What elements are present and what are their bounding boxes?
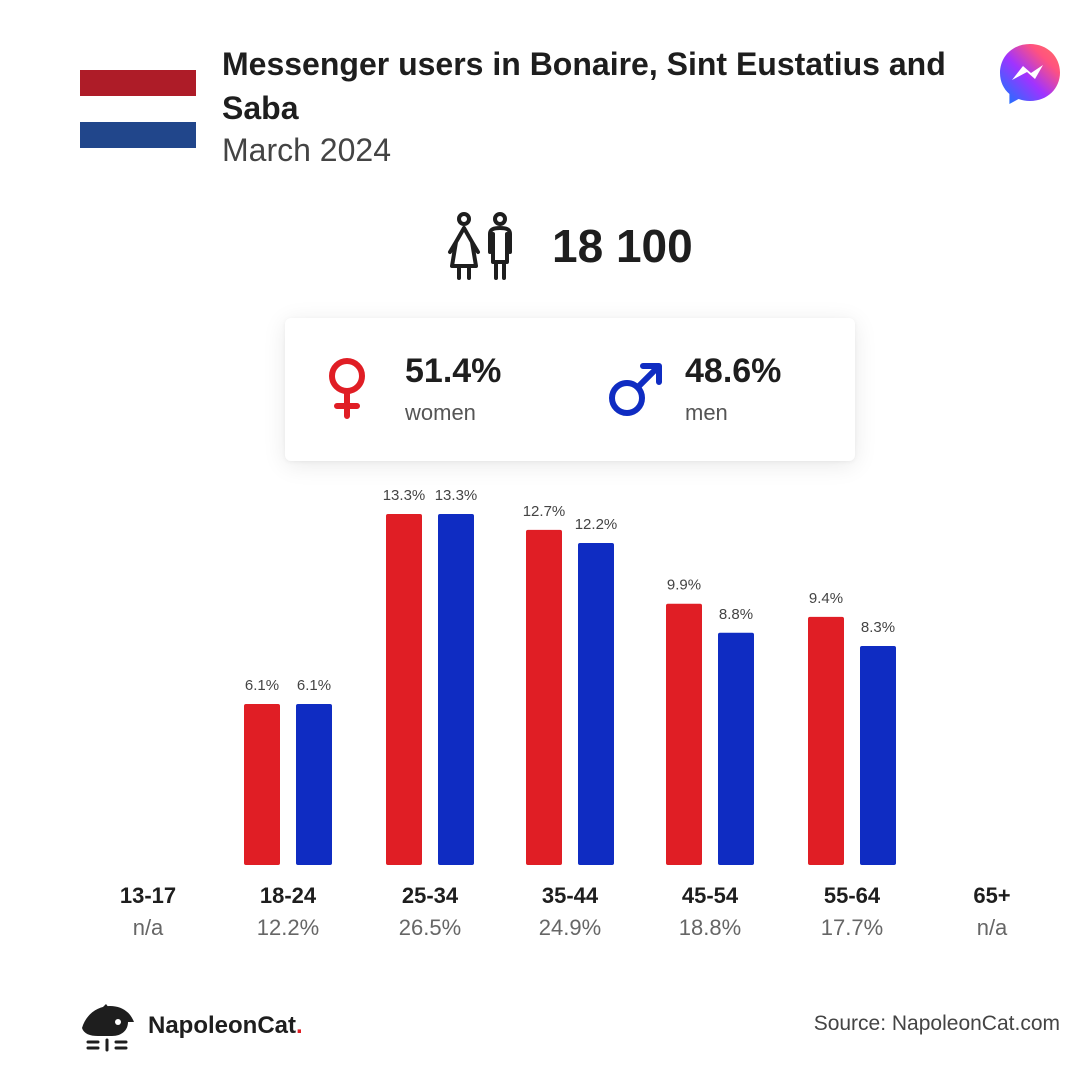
bar-women-18-24 xyxy=(244,704,280,865)
country-flag xyxy=(80,70,196,148)
bar-value-label: 6.1% xyxy=(297,677,331,694)
bar-women-25-34 xyxy=(386,514,422,865)
age-group-label: 55-64 xyxy=(823,883,881,908)
female-symbol-icon xyxy=(329,358,365,419)
men-label: men xyxy=(685,400,728,425)
bar-women-55-64 xyxy=(808,616,844,865)
age-gender-bar-chart: 6.1% 6.1% 13.3% 13.3% 12.7% 12.2% 9.9% 8.8% 9.4%… xyxy=(244,487,896,865)
age-group-18-24: 18-24 12.2% xyxy=(228,880,348,944)
flag-stripe-middle xyxy=(80,96,196,122)
bar-value-label: 8.3% xyxy=(861,619,895,636)
total-users-value: 18 100 xyxy=(552,220,693,272)
people-icon xyxy=(448,212,512,280)
source-note: Source: NapoleonCat.com xyxy=(813,1012,1060,1035)
bar-value-label: 6.1% xyxy=(245,677,279,694)
age-group-45-54: 45-54 18.8% xyxy=(650,880,770,944)
bar-value-label: 12.2% xyxy=(575,516,618,533)
age-group-share: 26.5% xyxy=(398,915,462,940)
age-group-55-64: 55-64 17.7% xyxy=(792,880,912,944)
age-group-share: 17.7% xyxy=(820,915,884,940)
brand-name: NapoleonCat. xyxy=(148,1012,303,1040)
bar-men-35-44 xyxy=(578,543,614,865)
bar-men-25-34 xyxy=(438,514,474,865)
age-group-65+: 65+ n/a xyxy=(932,880,1052,944)
age-group-label: 65+ xyxy=(973,883,1011,908)
bar-men-18-24 xyxy=(296,704,332,865)
age-group-share: 12.2% xyxy=(256,915,320,940)
bar-men-55-64 xyxy=(860,645,896,865)
bar-women-45-54 xyxy=(666,603,702,865)
bar-value-label: 9.4% xyxy=(809,590,843,607)
male-symbol-icon xyxy=(609,363,662,416)
age-group-label: 13-17 xyxy=(119,883,177,908)
age-group-35-44: 35-44 24.9% xyxy=(510,880,630,944)
women-share: 51.4% women xyxy=(327,348,501,428)
napoleoncat-logo-icon xyxy=(82,1004,134,1052)
bar-value-label: 12.7% xyxy=(523,503,566,520)
age-group-share: n/a xyxy=(132,915,164,940)
brand-name-text: NapoleonCat xyxy=(148,1012,297,1039)
age-group-label: 35-44 xyxy=(541,883,599,908)
gender-split-card: 51.4% women 48.6% men xyxy=(285,318,855,461)
bar-women-35-44 xyxy=(526,529,562,865)
bar-value-label: 13.3% xyxy=(435,487,478,504)
napoleoncat-logo: NapoleonCat. xyxy=(78,1000,303,1052)
bar-value-label: 9.9% xyxy=(667,577,701,594)
men-percentage: 48.6% xyxy=(685,352,782,390)
age-group-label: 45-54 xyxy=(681,883,739,908)
age-group-share: n/a xyxy=(976,915,1008,940)
women-label: women xyxy=(405,400,476,425)
flag-stripe-bottom xyxy=(80,122,196,148)
bar-value-label: 8.8% xyxy=(719,606,753,623)
men-share: 48.6% men xyxy=(607,348,781,428)
age-group-label: 25-34 xyxy=(401,883,459,908)
age-group-labels: 13-17 n/a 18-24 12.2% 25-34 26.5% 35-44 24.9% 45… xyxy=(0,880,1080,950)
bar-men-45-54 xyxy=(718,632,754,865)
total-users: 18 100 xyxy=(446,212,693,280)
page-title: Messenger users in Bonaire, Sint Eustati… xyxy=(222,46,946,126)
age-group-share: 24.9% xyxy=(538,915,602,940)
age-group-share: 18.8% xyxy=(678,915,742,940)
page-subtitle: March 2024 xyxy=(222,132,391,168)
age-group-13-17: 13-17 n/a xyxy=(88,880,208,944)
bar-value-label: 13.3% xyxy=(383,487,426,504)
brand-dot: . xyxy=(296,1012,303,1039)
women-percentage: 51.4% xyxy=(405,352,502,390)
flag-stripe-top xyxy=(80,70,196,96)
messenger-icon xyxy=(1000,44,1060,104)
age-group-label: 18-24 xyxy=(259,883,317,908)
age-group-25-34: 25-34 26.5% xyxy=(370,880,490,944)
